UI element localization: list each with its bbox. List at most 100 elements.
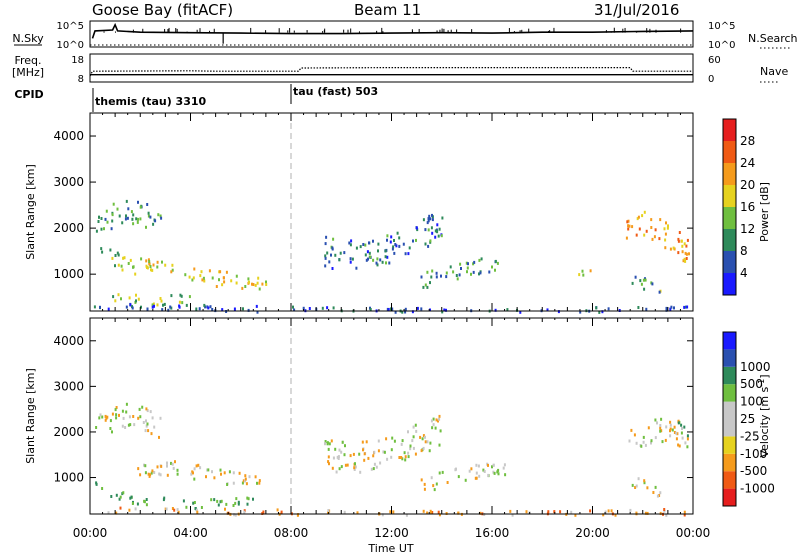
scatter-cell (134, 507, 137, 511)
scatter-cell (207, 306, 210, 310)
scatter-cell (161, 260, 163, 264)
scatter-cell (407, 455, 410, 459)
scatter-cell (327, 509, 330, 512)
scatter-cell (477, 464, 480, 468)
scatter-cell (164, 263, 167, 267)
velocity-colorbar-tick: 100 (740, 395, 763, 409)
freq-ytick-top: 18 (71, 55, 84, 66)
scatter-cell (95, 482, 98, 486)
scatter-cell (193, 267, 196, 271)
scatter-cell (330, 253, 332, 257)
scatter-cell (473, 260, 476, 264)
nsky-spikes (103, 27, 682, 44)
cpid-label: CPID (14, 88, 43, 101)
scatter-cell (684, 251, 687, 255)
scatter-cell (680, 431, 683, 435)
scatter-cell (154, 219, 157, 223)
scatter-cell (431, 426, 434, 430)
scatter-cell (404, 307, 407, 311)
scatter-cell (409, 444, 412, 448)
scatter-cell (664, 232, 667, 236)
scatter-cell (156, 260, 159, 264)
scatter-cell (664, 238, 667, 242)
scatter-cell (230, 279, 233, 283)
scatter-cell (365, 258, 368, 262)
scatter-cell (683, 242, 686, 246)
scatter-cell (685, 252, 688, 256)
scatter-cell (139, 473, 142, 477)
scatter-cell (179, 293, 182, 297)
scatter-cell (244, 479, 246, 483)
scatter-cell (677, 421, 680, 425)
scatter-cell (483, 470, 486, 473)
scatter-cell (628, 439, 631, 443)
scatter-cell (127, 207, 130, 211)
nave-ytick-bottom: 0 (708, 74, 714, 85)
scatter-cell (225, 270, 228, 274)
scatter-cell (120, 264, 123, 268)
scatter-cell (478, 474, 481, 478)
scatter-cell (213, 498, 216, 502)
scatter-cell (146, 422, 149, 426)
ytick-label: 4000 (53, 334, 84, 348)
scatter-cell (202, 276, 205, 280)
scatter-cell (614, 513, 617, 517)
scatter-cell (193, 467, 196, 471)
scatter-cell (248, 280, 250, 284)
scatter-cell (338, 448, 341, 452)
scatter-cell (628, 224, 631, 228)
scatter-cell (362, 243, 365, 246)
scatter-cell (192, 471, 194, 475)
power-colorbar-cell (723, 163, 736, 185)
scatter-cell (682, 259, 685, 263)
scatter-cell (351, 257, 354, 261)
scatter-cell (206, 468, 209, 472)
scatter-cell (132, 213, 135, 217)
scatter-cell (494, 308, 497, 312)
scatter-cell (123, 256, 126, 260)
scatter-cell (401, 457, 404, 461)
power-ylabel: Slant Range [km] (24, 164, 37, 260)
velocity-colorbar-frame (722, 331, 737, 507)
scatter-cell (382, 450, 385, 454)
power-xaxis-ticks (89, 113, 694, 311)
scatter-cell (627, 219, 630, 223)
scatter-cell (129, 423, 132, 427)
scatter-cell (428, 449, 431, 453)
scatter-cell (237, 500, 240, 504)
scatter-cell (170, 306, 173, 310)
scatter-cell (446, 481, 449, 484)
scatter-cell (685, 244, 688, 248)
scatter-cell (607, 509, 610, 513)
scatter-cell (308, 307, 311, 310)
scatter-cell (669, 420, 672, 424)
scatter-cell (631, 483, 634, 487)
scatter-cell (642, 440, 645, 444)
scatter-cell (258, 479, 261, 483)
scatter-cell (455, 467, 457, 471)
scatter-cell (479, 271, 482, 275)
power-panel: 1000 2000 3000 4000 Slant Range [km] 4 8 12 16… (24, 112, 771, 314)
scatter-cell (422, 218, 425, 222)
velocity-colorbar-cell (723, 332, 736, 350)
scatter-cell (650, 441, 652, 445)
scatter-cell (678, 444, 681, 448)
scatter-cell (327, 511, 329, 515)
ytick-label: 4000 (53, 129, 84, 143)
scatter-cell (643, 233, 646, 237)
scatter-cell (343, 453, 346, 457)
scatter-cell (502, 466, 505, 470)
frequency-panel-frame (89, 53, 694, 83)
scatter-cell (361, 440, 364, 444)
scatter-cell (190, 472, 193, 476)
scatter-cell (226, 483, 229, 486)
scatter-cell (162, 303, 164, 307)
scatter-cell (110, 227, 113, 231)
scatter-cell (354, 462, 356, 466)
scatter-cell (149, 265, 152, 268)
scatter-cell (208, 269, 211, 273)
scatter-cell (181, 301, 184, 305)
velocity-colorbar-cell (723, 436, 736, 454)
scatter-cell (235, 281, 238, 285)
scatter-cell (159, 297, 162, 300)
